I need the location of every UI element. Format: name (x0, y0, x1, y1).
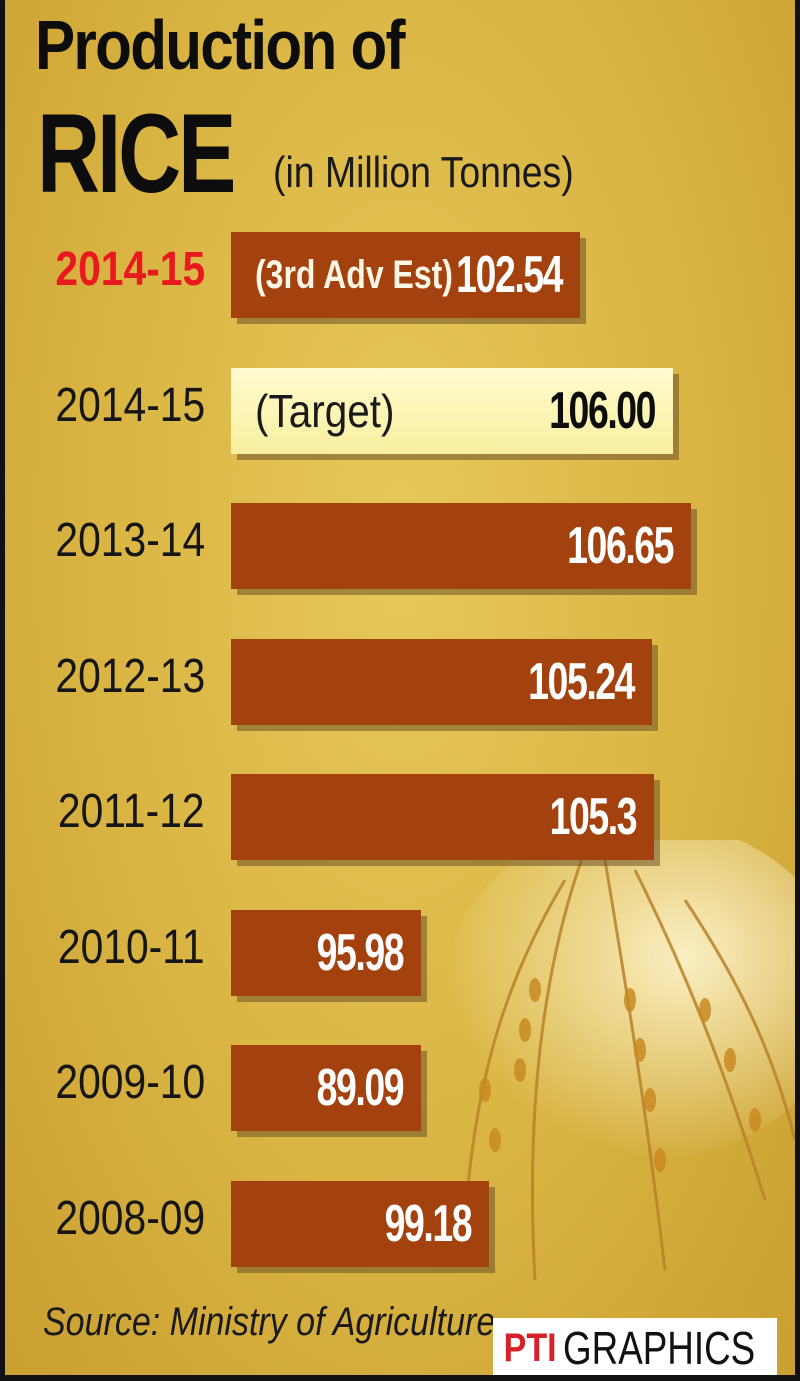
bar: 99.18 (231, 1181, 489, 1267)
year-label: 2014-15 (55, 379, 205, 432)
bar: (3rd Adv Est) 102.54 (231, 232, 580, 318)
bar: 106.65 (231, 503, 691, 589)
bar-note: (3rd Adv Est) (255, 253, 453, 297)
bar-value-label: 106.65 (566, 517, 674, 575)
bar-note: (Target) (255, 385, 395, 437)
year-label: 2013-14 (55, 514, 205, 567)
bar-value-label: 99.18 (384, 1195, 472, 1253)
bar-value-label: 89.09 (316, 1059, 404, 1117)
bar-value-label: 102.54 (455, 246, 563, 304)
chart-subtitle: (in Million Tonnes) (273, 148, 574, 197)
rice-plant-illustration (445, 840, 795, 1281)
bar: 105.24 (231, 639, 653, 725)
title-line-1: Production of (35, 6, 406, 84)
bar-value-label: 105.3 (549, 788, 638, 846)
bar-value-label: 95.98 (316, 924, 404, 982)
credit-text: GRAPHICS (563, 1322, 756, 1374)
bar: (Target) 106.00 (231, 368, 673, 454)
bar: 95.98 (231, 910, 421, 996)
title-line-2: RICE (37, 91, 236, 216)
bar-value-label: 105.24 (528, 653, 636, 711)
pti-logo: PTI (503, 1325, 557, 1370)
year-label: 2011-12 (58, 785, 205, 838)
year-label: 2012-13 (55, 650, 205, 703)
source-note: Source: Ministry of Agriculture (43, 1300, 496, 1344)
bar: 105.3 (231, 774, 655, 860)
year-label: 2014-15 (55, 243, 205, 296)
year-label: 2009-10 (55, 1056, 205, 1109)
year-label: 2008-09 (55, 1192, 205, 1245)
bar: 89.09 (231, 1045, 421, 1131)
bar-value-label: 106.00 (549, 382, 656, 440)
credit-badge: PTI GRAPHICS (493, 1318, 777, 1375)
year-label: 2010-11 (58, 921, 205, 974)
